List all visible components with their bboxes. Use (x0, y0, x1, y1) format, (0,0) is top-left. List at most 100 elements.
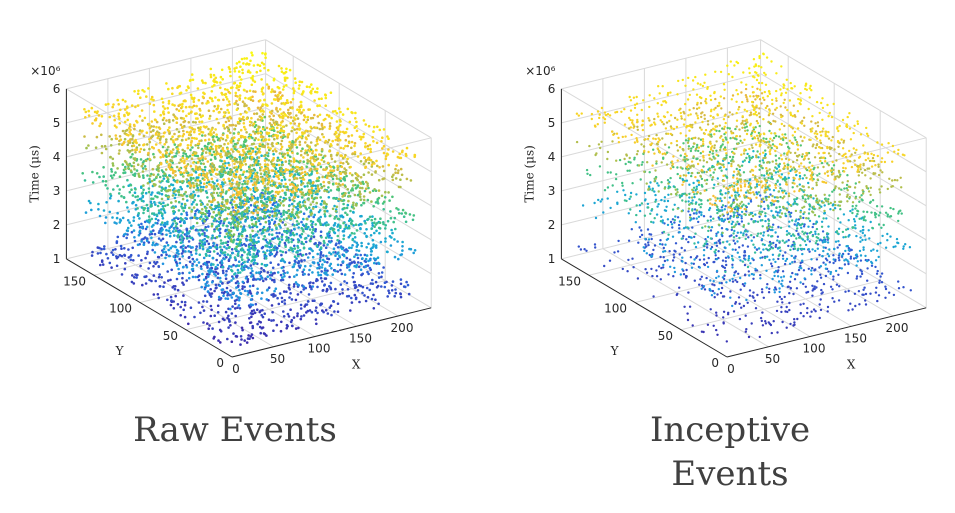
event-point (141, 167, 145, 170)
event-point (245, 104, 248, 107)
event-point (139, 96, 142, 99)
event-point (390, 284, 394, 287)
event-point (326, 273, 329, 277)
event-point (204, 138, 207, 142)
event-point (380, 285, 383, 288)
event-point (247, 258, 250, 262)
event-point (302, 288, 306, 291)
event-point (305, 85, 309, 88)
event-point (314, 126, 318, 130)
event-point (348, 234, 352, 237)
event-point (263, 214, 266, 218)
event-point (273, 148, 277, 151)
event-point (141, 162, 145, 166)
event-point (235, 242, 238, 246)
event-point (374, 171, 377, 174)
event-point (274, 120, 278, 124)
event-point (302, 178, 306, 181)
event-point (212, 210, 215, 214)
event-point (361, 285, 365, 289)
event-point (279, 135, 283, 139)
event-point (315, 244, 319, 247)
event-point (299, 104, 303, 107)
event-point (217, 208, 221, 212)
event-point (345, 295, 349, 298)
event-point (320, 158, 324, 162)
event-point (269, 200, 272, 204)
event-point (244, 153, 248, 156)
event-point (309, 239, 312, 243)
event-point (220, 165, 224, 169)
event-point (222, 271, 225, 275)
event-point (280, 127, 283, 130)
event-point (116, 167, 119, 170)
event-point (313, 213, 317, 217)
event-point (325, 221, 328, 224)
event-point (204, 282, 207, 286)
event-point (230, 124, 233, 127)
event-point (235, 99, 238, 103)
event-point (117, 152, 121, 155)
event-point (230, 139, 233, 142)
event-point (353, 255, 356, 258)
event-point (268, 233, 271, 236)
event-point (394, 291, 398, 295)
event-point (175, 240, 178, 244)
event-point (227, 155, 231, 159)
event-point (277, 177, 281, 181)
event-point (235, 182, 238, 186)
event-point (182, 175, 185, 178)
event-point (377, 262, 381, 266)
event-point (372, 307, 376, 310)
event-point (345, 263, 349, 267)
event-point (298, 211, 301, 214)
event-point (161, 262, 165, 266)
event-point (146, 250, 149, 254)
event-point (378, 231, 381, 235)
event-point (81, 172, 84, 175)
event-point (386, 219, 390, 223)
event-point (179, 224, 183, 228)
event-point (130, 224, 133, 227)
event-point (123, 137, 127, 141)
event-point (212, 244, 215, 248)
event-point (273, 236, 277, 240)
event-point (234, 203, 237, 207)
event-point (249, 242, 252, 246)
event-point (251, 245, 255, 249)
event-point (124, 165, 127, 169)
event-point (211, 234, 214, 237)
event-point (169, 150, 173, 153)
event-point (168, 226, 171, 230)
event-point (259, 274, 263, 278)
event-point (395, 164, 398, 167)
event-point (208, 212, 211, 215)
event-point (320, 147, 324, 151)
event-point (329, 281, 333, 285)
event-point (183, 159, 186, 162)
event-point (355, 265, 358, 269)
event-point (342, 230, 346, 233)
event-point (97, 208, 100, 211)
event-point (332, 251, 335, 254)
event-point (281, 125, 285, 128)
event-point (293, 89, 296, 92)
event-point (203, 182, 206, 185)
event-point (358, 190, 362, 193)
event-points (81, 51, 417, 346)
event-point (206, 280, 209, 284)
event-point (215, 235, 219, 239)
event-point (327, 223, 330, 226)
event-point (297, 216, 300, 219)
event-point (293, 176, 297, 180)
event-point (234, 314, 237, 318)
event-point (261, 326, 265, 329)
event-point (412, 251, 416, 255)
event-point (290, 211, 294, 214)
event-point (325, 113, 329, 117)
event-point (279, 142, 283, 146)
event-point (250, 259, 253, 263)
event-point (249, 147, 253, 150)
event-point (114, 171, 117, 174)
event-point (251, 229, 254, 233)
